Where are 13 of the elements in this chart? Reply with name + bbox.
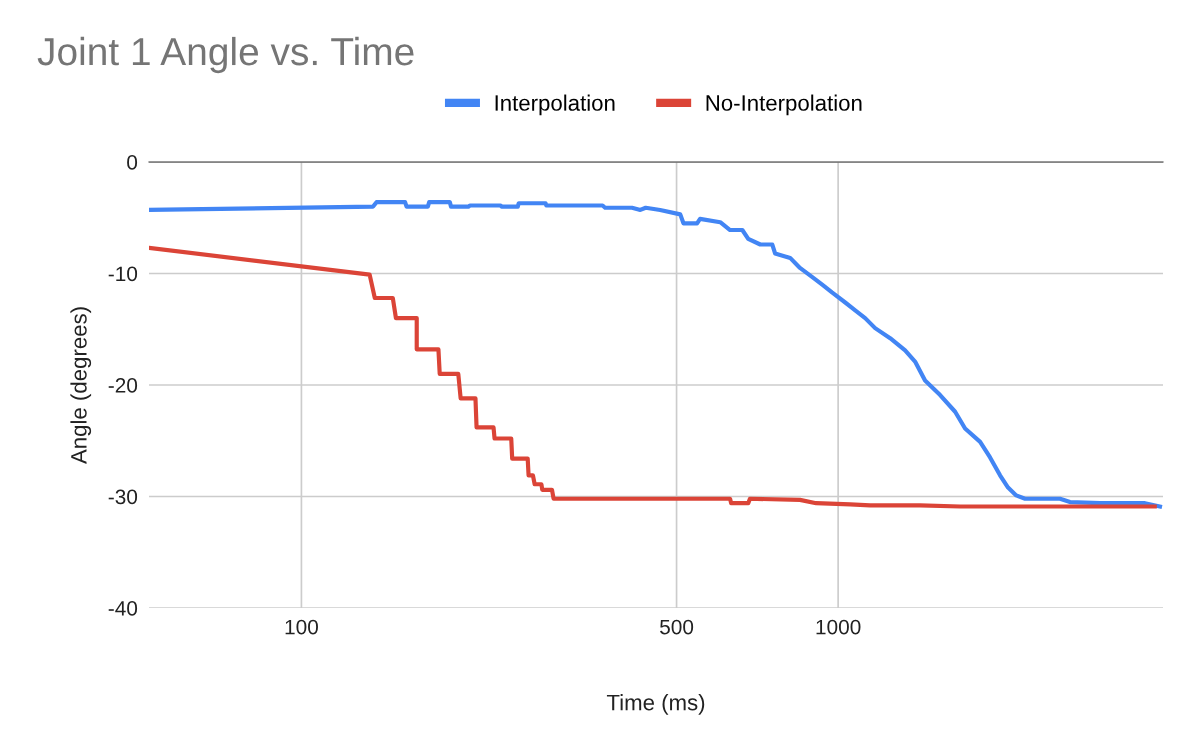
x-axis-title: Time (ms) [606,694,705,715]
y-tick-label: -30 [108,489,138,505]
chart-title: Joint 1 Angle vs. Time [37,36,414,74]
legend-label: No-Interpolation [706,94,862,116]
x-tick-label: 500 [660,619,694,635]
x-tick-label: 100 [285,619,318,635]
legend-label: Interpolation [495,94,615,116]
y-tick-label: -20 [108,378,138,393]
y-tick-label: -40 [108,601,138,616]
y-tick-label: -10 [108,266,138,282]
y-axis-title: Angle (degrees) [70,307,92,465]
x-tick-label: 1000 [816,619,861,635]
y-tick-label: 0 [127,155,138,170]
